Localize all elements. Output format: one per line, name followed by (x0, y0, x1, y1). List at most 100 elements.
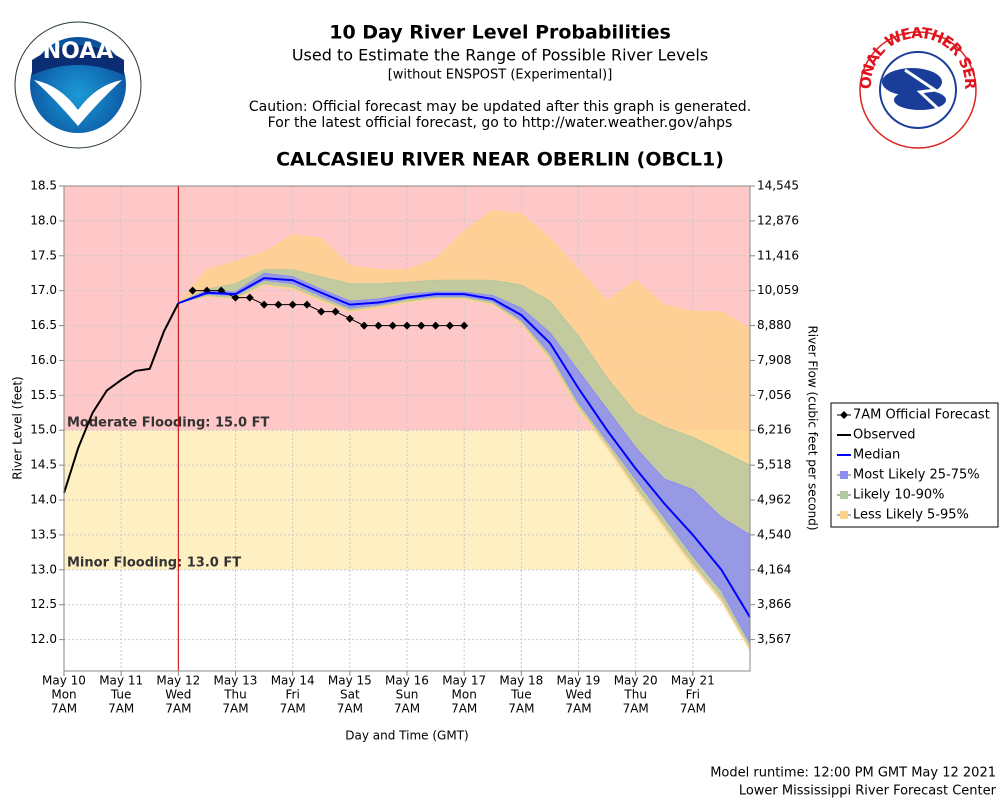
x-tick-label: 7AM (51, 702, 77, 716)
forecast-point (417, 321, 426, 330)
logo-text: NOAA (43, 39, 114, 64)
logo-bird (34, 80, 122, 126)
series-line (177, 277, 751, 618)
subtitle: Used to Estimate the Range of Possible R… (292, 46, 708, 65)
footer: Lower Mississippi River Forecast Center (739, 784, 997, 799)
x-tick-label: Tue (510, 688, 532, 702)
y-tick-label: 14.0 (30, 493, 57, 507)
forecast-point (260, 300, 269, 309)
y2-tick-label: 4,540 (757, 527, 791, 541)
legend-marker (840, 411, 848, 419)
y2-tick-label: 11,416 (757, 248, 799, 262)
forecast-point (388, 321, 397, 330)
y-tick-label: 13.0 (30, 562, 57, 576)
legend-label: Observed (853, 428, 916, 443)
x-tick-label: May 16 (385, 674, 429, 688)
y2-tick-label: 8,880 (757, 318, 791, 332)
x-tick-label: Wed (565, 688, 591, 702)
y2-tick-label: 14,545 (757, 179, 799, 193)
x-tick-label: Sun (396, 688, 419, 702)
footer: Model runtime: 12:00 PM GMT May 12 2021 (710, 766, 996, 781)
x-axis-label: Day and Time (GMT) (345, 729, 468, 743)
forecast-point (460, 321, 469, 330)
forecast-point (445, 321, 454, 330)
x-tick-label: May 20 (614, 674, 658, 688)
logo-cloud (882, 68, 942, 96)
x-tick-label: May 13 (214, 674, 258, 688)
noaa-logo: NOAA (14, 21, 142, 149)
y-tick-label: 18.0 (30, 213, 57, 227)
y-tick-label: 12.0 (30, 632, 57, 646)
y-tick-label: 13.5 (30, 527, 57, 541)
x-tick-label: Fri (286, 688, 300, 702)
forecast-point (274, 300, 283, 309)
x-tick-label: 7AM (508, 702, 534, 716)
x-tick-label: 7AM (337, 702, 363, 716)
forecast-point (403, 321, 411, 330)
legend-swatch (840, 511, 848, 519)
logo-sky (32, 45, 124, 75)
x-tick-label: May 11 (99, 674, 143, 688)
x-tick-label: Thu (623, 688, 647, 702)
legend-label: Most Likely 25-75% (853, 468, 980, 483)
x-tick-label: May 17 (442, 674, 486, 688)
forecast-point (317, 307, 326, 316)
legend-swatch (840, 471, 848, 479)
y-tick-label: 18.5 (30, 179, 57, 193)
x-tick-label: 7AM (451, 702, 477, 716)
forecast-point (231, 293, 240, 302)
y-tick-label: 12.5 (30, 597, 57, 611)
x-tick-label: 7AM (165, 702, 191, 716)
y2-tick-label: 7,056 (757, 388, 791, 402)
legend (830, 402, 999, 528)
x-tick-label: Thu (223, 688, 247, 702)
plot: Moderate Flooding: 15.0 FT Minor Flooding… (30, 179, 999, 716)
y-tick-label: 17.5 (30, 248, 57, 262)
forecast-point (374, 321, 383, 330)
x-tick-label: Wed (165, 688, 191, 702)
x-tick-label: May 10 (42, 674, 86, 688)
legend-swatch (840, 491, 848, 499)
x-tick-label: May 21 (671, 674, 715, 688)
y2-tick-label: 6,216 (757, 423, 791, 437)
x-tick-label: May 19 (557, 674, 601, 688)
page-title: 10 Day River Level Probabilities (329, 22, 671, 44)
x-tick-label: 7AM (623, 702, 649, 716)
y-tick-label: 15.5 (30, 388, 57, 402)
x-tick-label: May 15 (328, 674, 372, 688)
y2-tick-label: 4,164 (757, 562, 791, 576)
y2-tick-label: 4,962 (757, 493, 791, 507)
chart-title: CALCASIEU RIVER NEAR OBERLIN (OBCL1) (276, 149, 724, 171)
x-tick-label: Fri (686, 688, 700, 702)
y2-axis-label: River Flow (cubic feet per second) (806, 325, 820, 530)
threshold-label: Moderate Flooding: 15.0 FT (67, 416, 269, 431)
forecast-point (245, 293, 254, 302)
x-tick-label: 7AM (108, 702, 134, 716)
y-tick-label: 15.0 (30, 423, 57, 437)
forecast-point (288, 300, 297, 309)
caution: Caution: Official forecast may be update… (249, 99, 751, 115)
forecast-point (360, 321, 369, 330)
x-tick-label: Mon (452, 688, 477, 702)
y-tick-label: 17.0 (30, 283, 57, 297)
y-tick-label: 16.0 (30, 353, 57, 367)
y2-tick-label: 3,567 (757, 632, 791, 646)
y-tick-label: 14.5 (30, 458, 57, 472)
y2-tick-label: 10,059 (757, 283, 799, 297)
x-tick-label: 7AM (280, 702, 306, 716)
series-line (63, 302, 180, 494)
forecast-point (188, 286, 197, 295)
x-tick-label: Mon (51, 688, 76, 702)
y2-tick-label: 7,908 (757, 353, 791, 367)
y2-tick-label: 12,876 (757, 213, 799, 227)
y-tick-label: 16.5 (30, 318, 57, 332)
legend-label: Likely 10-90% (853, 488, 944, 503)
note: [without ENSPOST (Experimental)] (388, 68, 613, 83)
x-tick-label: May 12 (156, 674, 200, 688)
x-tick-label: 7AM (394, 702, 420, 716)
x-tick-label: 7AM (565, 702, 591, 716)
legend-label: 7AM Official Forecast (853, 408, 990, 423)
x-tick-label: May 14 (271, 674, 315, 688)
threshold-label: Minor Flooding: 13.0 FT (67, 555, 241, 570)
